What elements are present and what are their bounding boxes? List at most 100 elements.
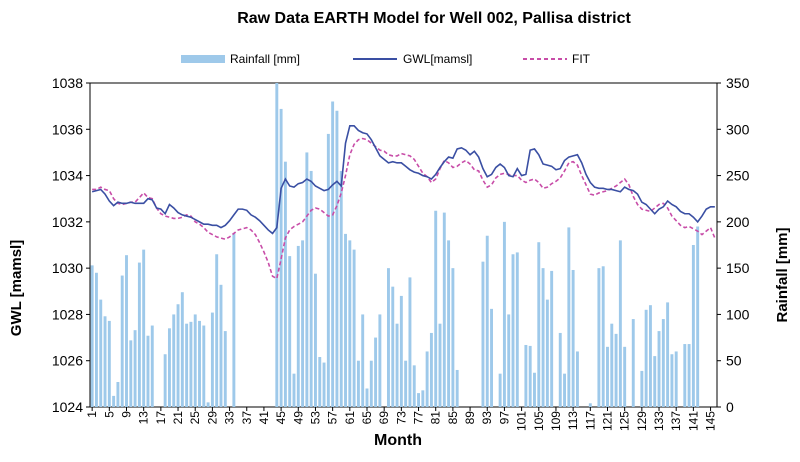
rainfall-bar bbox=[378, 314, 382, 407]
x-tick-label: 45 bbox=[274, 411, 288, 425]
rainfall-bar bbox=[318, 357, 322, 407]
x-tick-label: 77 bbox=[412, 411, 426, 425]
x-tick-label: 33 bbox=[223, 411, 237, 425]
rainfall-bar bbox=[597, 268, 601, 407]
chart-title: Raw Data EARTH Model for Well 002, Palli… bbox=[237, 10, 631, 27]
rainfall-bar bbox=[683, 344, 687, 407]
line-series bbox=[91, 125, 716, 280]
rainfall-bar bbox=[502, 221, 506, 407]
gwl-line bbox=[91, 125, 715, 235]
rainfall-bar bbox=[541, 268, 545, 407]
rainfall-bar bbox=[490, 308, 493, 407]
rainfall-bar bbox=[305, 152, 309, 407]
rainfall-bar bbox=[142, 249, 146, 407]
rainfall-bar bbox=[442, 212, 446, 407]
x-tick-label: 41 bbox=[257, 411, 271, 425]
rainfall-bar bbox=[417, 393, 420, 407]
rainfall-bar bbox=[575, 351, 579, 407]
left-tick-label: 1038 bbox=[52, 75, 83, 91]
rainfall-bar bbox=[172, 314, 176, 407]
x-tick-label: 141 bbox=[686, 411, 700, 431]
x-tick-label: 1 bbox=[85, 411, 99, 418]
x-tick-label: 57 bbox=[326, 411, 340, 425]
rainfall-bar bbox=[322, 362, 326, 407]
rainfall-bar bbox=[391, 286, 395, 407]
rainfall-bar bbox=[348, 240, 352, 407]
rainfall-bar bbox=[674, 351, 678, 407]
rainfall-bar bbox=[412, 365, 416, 407]
legend-gwl-label: GWL[mamsl] bbox=[403, 52, 472, 66]
rainfall-bar bbox=[206, 402, 210, 407]
rainfall-bar bbox=[653, 356, 657, 407]
x-tick-label: 145 bbox=[704, 411, 718, 431]
right-tick-label: 250 bbox=[726, 168, 750, 184]
rainfall-bar bbox=[335, 110, 339, 408]
rainfall-bar bbox=[533, 372, 536, 407]
x-tick-label: 93 bbox=[480, 411, 494, 425]
x-tick-label: 17 bbox=[154, 411, 168, 425]
rainfall-bar bbox=[395, 323, 399, 407]
rainfall-bar bbox=[511, 254, 515, 407]
rainfall-bar bbox=[610, 323, 614, 407]
rainfall-bar bbox=[361, 314, 365, 407]
x-tick-label: 125 bbox=[618, 411, 632, 431]
rainfall-bar bbox=[537, 242, 541, 407]
rainfall-bar bbox=[601, 266, 605, 407]
x-tick-label: 65 bbox=[360, 411, 374, 425]
left-axis-ticks: 1024 1026 1028 1030 1032 1034 1036 1038 bbox=[52, 75, 90, 415]
right-tick-label: 0 bbox=[726, 399, 734, 415]
rainfall-bar bbox=[498, 373, 502, 407]
x-tick-label: 137 bbox=[669, 411, 683, 431]
rainfall-bar bbox=[545, 299, 549, 407]
left-tick-label: 1032 bbox=[52, 214, 83, 230]
right-tick-label: 350 bbox=[726, 75, 750, 91]
rainfall-bar bbox=[691, 245, 695, 407]
rainfall-bar bbox=[421, 390, 425, 407]
rainfall-bar bbox=[687, 344, 691, 407]
rainfall-bar bbox=[112, 395, 116, 407]
x-tick-label: 25 bbox=[188, 411, 202, 425]
x-tick-label: 49 bbox=[291, 411, 305, 425]
rainfall-bar bbox=[94, 272, 98, 407]
x-tick-label: 101 bbox=[515, 411, 529, 431]
rainfall-bar bbox=[567, 227, 571, 407]
x-tick-label: 69 bbox=[377, 411, 391, 425]
rainfall-bar bbox=[528, 345, 532, 407]
rainfall-bar bbox=[374, 337, 378, 407]
rainfall-bar bbox=[696, 226, 700, 407]
rainfall-bar bbox=[515, 252, 519, 407]
rainfall-bar bbox=[550, 270, 554, 407]
rainfall-bar bbox=[120, 275, 124, 407]
legend: Rainfall [mm] GWL[mamsl] FIT bbox=[181, 52, 591, 66]
rainfall-bar bbox=[90, 265, 94, 407]
rainfall-bar bbox=[146, 335, 150, 407]
left-tick-label: 1030 bbox=[52, 260, 83, 276]
x-tick-label: 97 bbox=[497, 411, 511, 425]
left-tick-label: 1026 bbox=[52, 353, 83, 369]
x-axis-label: Month bbox=[374, 432, 422, 449]
rainfall-bar bbox=[99, 299, 103, 407]
rainfall-bar bbox=[571, 269, 575, 407]
rainfall-bar bbox=[481, 261, 485, 407]
rainfall-bar bbox=[344, 233, 347, 407]
rainfall-bar bbox=[657, 331, 661, 407]
x-tick-label: 117 bbox=[583, 411, 597, 430]
rainfall-bar bbox=[661, 319, 665, 407]
legend-fit-label: FIT bbox=[572, 52, 591, 66]
right-tick-label: 50 bbox=[726, 353, 742, 369]
rainfall-bar bbox=[275, 83, 279, 407]
rainfall-bar bbox=[666, 302, 670, 407]
rainfall-bar bbox=[219, 284, 223, 407]
x-tick-label: 129 bbox=[635, 411, 649, 431]
rainfall-bar bbox=[198, 320, 201, 407]
rainfall-bar bbox=[189, 321, 193, 407]
rainfall-bar bbox=[429, 332, 433, 407]
x-tick-label: 29 bbox=[205, 411, 219, 425]
right-tick-label: 150 bbox=[726, 260, 750, 276]
rainfall-bar bbox=[485, 235, 489, 407]
rainfall-bar bbox=[107, 320, 111, 407]
rainfall-bar bbox=[163, 354, 167, 407]
x-tick-label: 73 bbox=[394, 411, 408, 425]
